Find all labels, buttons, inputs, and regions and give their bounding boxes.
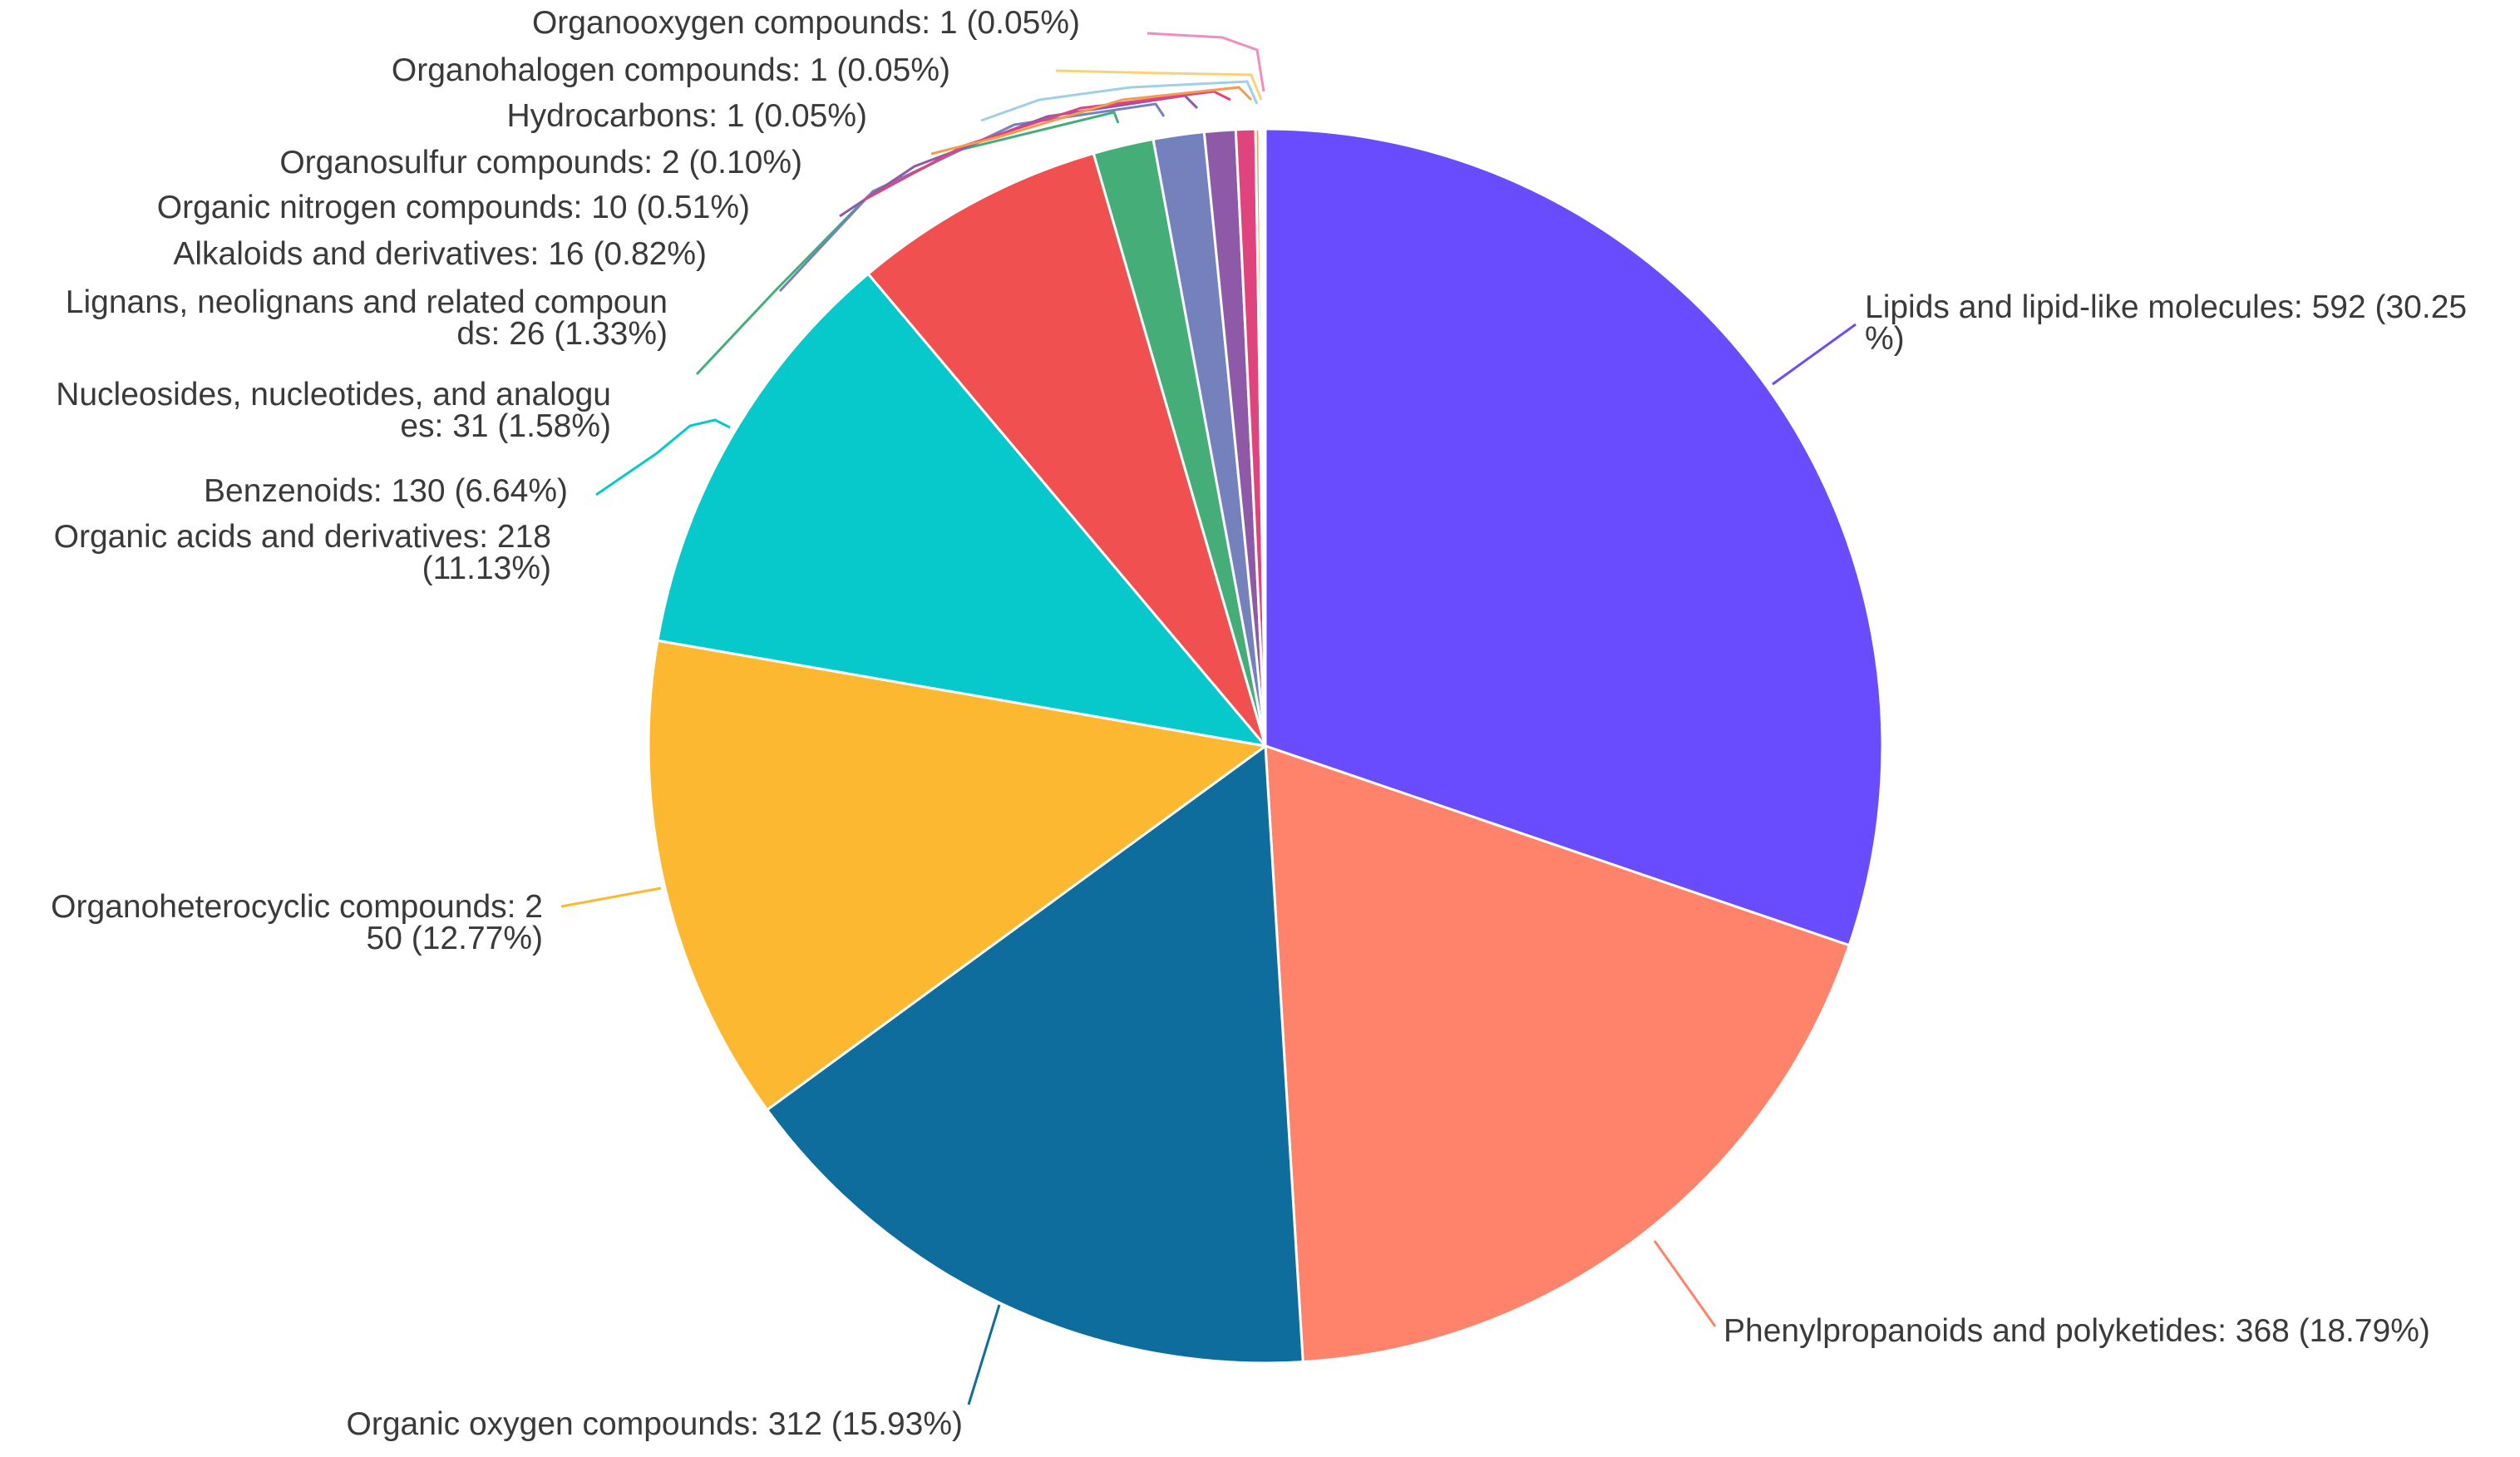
slice-label-line: Organosulfur compounds: 2 (0.10%) — [279, 145, 802, 180]
leader-line-8 — [778, 102, 1166, 293]
slice-label-3: Organic oxygen compounds: 312 (15.93%) — [347, 1406, 963, 1442]
slice-label-9: Alkaloids and derivatives: 16 (0.82%) — [173, 236, 707, 272]
leader-line-3 — [967, 1304, 1001, 1405]
slice-label-line: Organic nitrogen compounds: 10 (0.51%) — [157, 190, 750, 225]
slice-label-line: Organic oxygen compounds: 312 (15.93%) — [347, 1406, 963, 1442]
leader-line-2 — [1653, 1240, 1717, 1327]
pie-slice-4 — [647, 639, 1269, 1112]
pie-slice-5 — [656, 272, 1269, 748]
leader-line-5 — [595, 418, 731, 496]
slice-label-10: Organic nitrogen compounds: 10 (0.51%) — [157, 190, 750, 225]
leader-lines-layer — [560, 32, 1857, 1405]
slice-label-line: 50 (12.77%) — [367, 921, 543, 956]
slice-label-7: Nucleosides, nucleotides, and analogu es:… — [56, 377, 611, 444]
slice-label-line: Organohalogen compounds: 1 (0.05%) — [392, 52, 950, 88]
leader-line-11 — [930, 86, 1253, 156]
slice-label-14: Organooxygen compounds: 1 (0.05%) — [532, 5, 1080, 41]
pie-slice-2 — [1264, 743, 1852, 1364]
slice-label-2: Phenylpropanoids and polyketides: 368 (1… — [1724, 1313, 2430, 1349]
slice-label-1: Lipids and lipid-like molecules: 592 (30… — [1865, 289, 2467, 357]
slice-label-line: (11.13%) — [422, 551, 551, 586]
pie-slice-3 — [765, 743, 1304, 1365]
slice-label-line: es: 31 (1.58%) — [400, 408, 611, 444]
slice-label-12: Hydrocarbons: 1 (0.05%) — [506, 98, 867, 134]
slice-label-4: Organoheterocyclic compounds: 2 50 (12.77… — [51, 889, 543, 956]
slice-label-line: %) — [1865, 321, 1905, 357]
slice-label-13: Organohalogen compounds: 1 (0.05%) — [392, 52, 950, 88]
leader-line-12 — [980, 80, 1259, 122]
slice-label-11: Organosulfur compounds: 2 (0.10%) — [279, 145, 802, 180]
slices-layer — [647, 127, 1884, 1365]
pie-slice-6 — [866, 151, 1267, 747]
slice-label-line: ds: 26 (1.33%) — [456, 316, 668, 352]
slice-label-line: Benzenoids: 130 (6.64%) — [204, 473, 568, 509]
slice-label-line: Lipids and lipid-like molecules: 592 (30… — [1865, 289, 2467, 325]
pie-slice-14 — [1262, 127, 1267, 747]
slice-label-line: Organooxygen compounds: 1 (0.05%) — [532, 5, 1080, 41]
leader-line-1 — [1772, 323, 1857, 386]
leader-line-13 — [1055, 69, 1263, 101]
pie-slice-1 — [1264, 127, 1884, 947]
slice-label-line: Alkaloids and derivatives: 16 (0.82%) — [173, 236, 707, 272]
slice-label-5: Organic acids and derivatives: 218 (11.13… — [54, 519, 551, 586]
slice-label-line: Hydrocarbons: 1 (0.05%) — [506, 98, 867, 134]
slice-label-6: Benzenoids: 130 (6.64%) — [204, 473, 568, 509]
labels-layer: Lipids and lipid-like molecules: 592 (30… — [51, 5, 2467, 1442]
slice-label-line: Lignans, neolignans and related compoun — [66, 284, 668, 320]
slice-label-line: Phenylpropanoids and polyketides: 368 (1… — [1724, 1313, 2430, 1349]
leader-line-10 — [864, 90, 1231, 201]
slice-label-line: Organoheterocyclic compounds: 2 — [51, 889, 543, 925]
leader-line-9 — [839, 94, 1199, 218]
slice-label-8: Lignans, neolignans and related compoun d… — [66, 284, 668, 352]
slice-label-line: Nucleosides, nucleotides, and analogu — [56, 377, 611, 412]
leader-line-14 — [1147, 32, 1265, 92]
leader-line-4 — [560, 887, 662, 908]
slice-label-line: Organic acids and derivatives: 218 — [54, 519, 551, 555]
